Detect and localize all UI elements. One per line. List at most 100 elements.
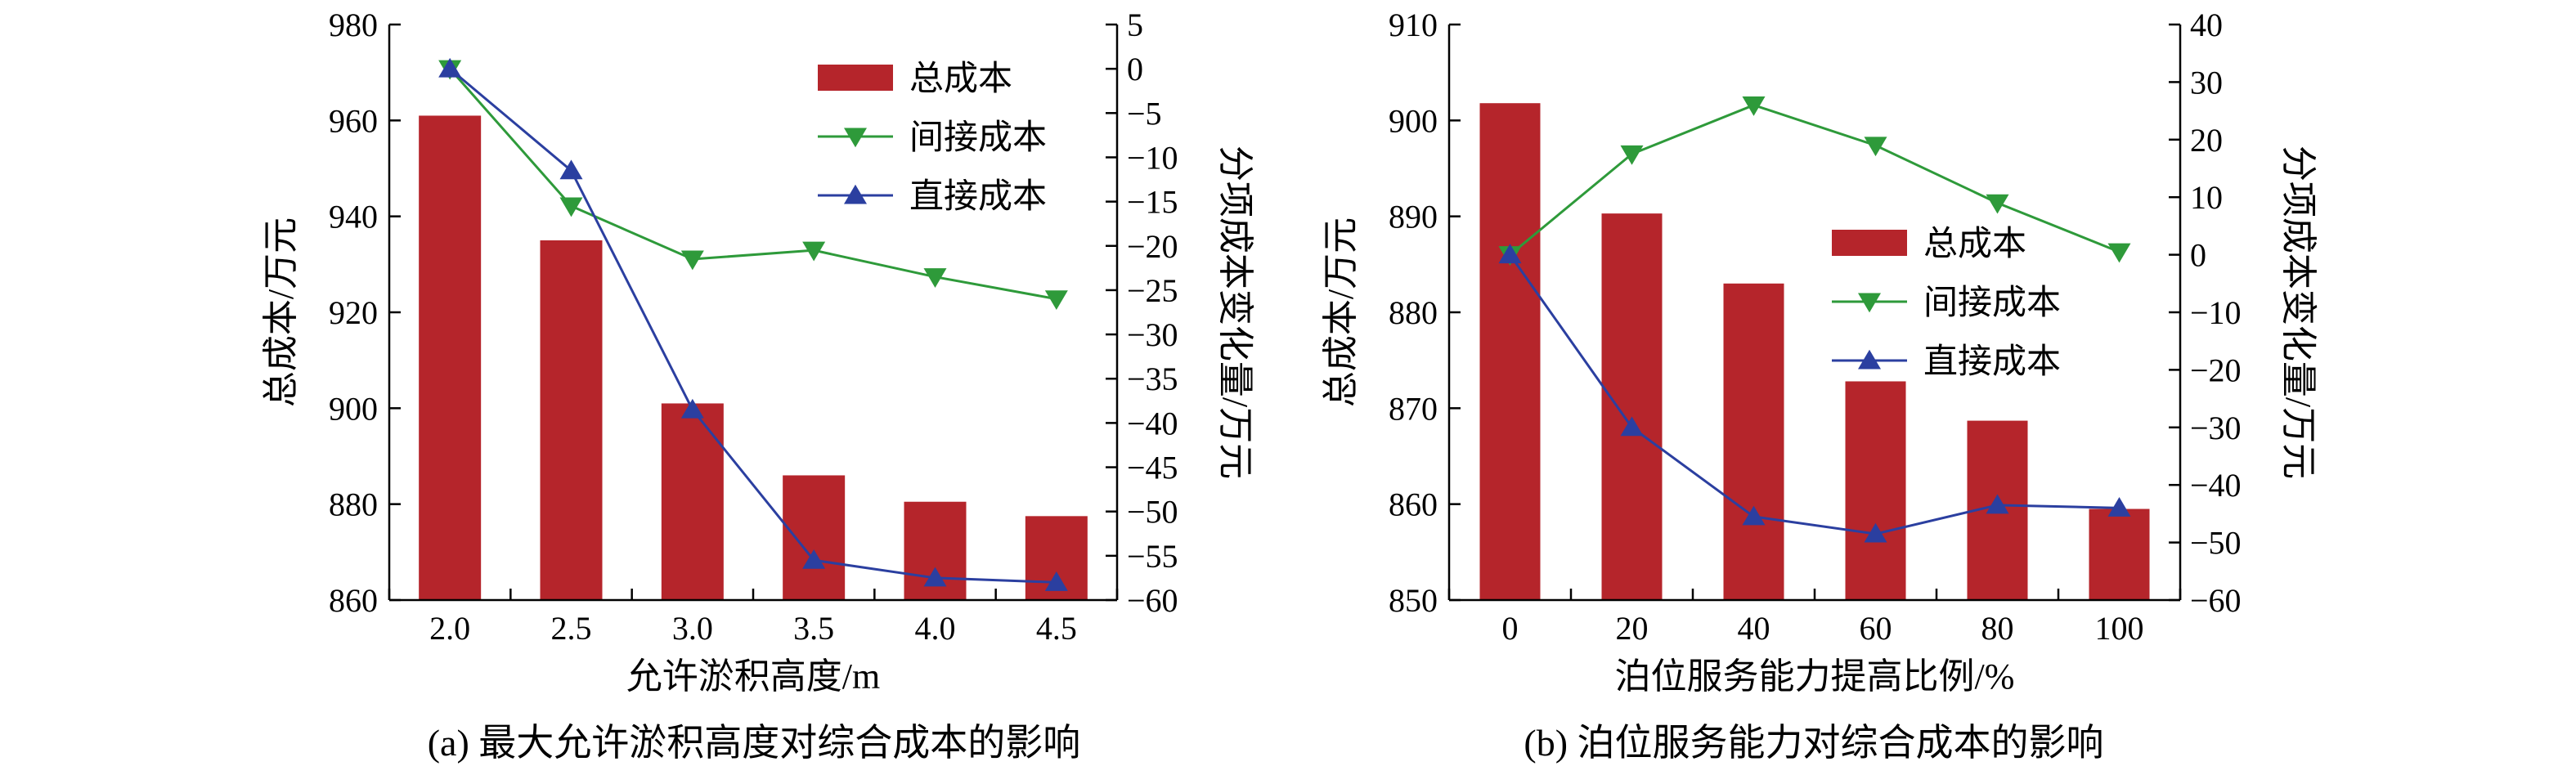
y-tick-label-left: 880: [329, 486, 378, 523]
line-direct-cost: [449, 68, 1057, 584]
y-tick-label-right: −45: [1127, 450, 1178, 486]
y-tick-label-left: 870: [1389, 390, 1438, 427]
y-axis-title-right: 分项成本变化量/万元: [1215, 146, 1255, 479]
point-indirect-cost: [1044, 290, 1068, 311]
x-tick-label: 80: [1981, 610, 2014, 647]
legend-label-direct-cost: 直接成本: [909, 178, 1047, 216]
y-tick-label-right: −55: [1127, 538, 1178, 575]
y-tick-label-right: −40: [2190, 467, 2242, 504]
legend-label-total-cost: 总成本: [909, 60, 1012, 98]
point-direct-cost: [1742, 505, 1766, 526]
y-tick-label-right: −50: [1127, 494, 1178, 531]
y-tick-label-right: −30: [1127, 316, 1178, 353]
y-tick-label-right: −30: [2190, 410, 2242, 446]
y-tick-label-right: −10: [2190, 294, 2242, 331]
y-tick-label-right: −5: [1127, 95, 1162, 132]
point-direct-cost: [802, 549, 826, 569]
y-tick-label-right: 5: [1127, 7, 1143, 43]
y-tick-label-right: −50: [2190, 525, 2242, 562]
point-direct-cost: [1044, 571, 1068, 591]
x-tick-label: 20: [1616, 610, 1649, 647]
legend-marker-indirect-cost: [844, 128, 867, 148]
y-tick-label-right: −20: [1127, 228, 1178, 265]
x-tick-label: 3.5: [793, 610, 834, 647]
y-tick-label-left: 850: [1389, 582, 1438, 619]
point-indirect-cost: [1620, 145, 1644, 165]
y-tick-label-right: 10: [2190, 179, 2223, 216]
point-indirect-cost: [802, 241, 826, 262]
point-direct-cost: [1986, 494, 2009, 514]
point-direct-cost: [1864, 522, 1887, 543]
y-tick-label-right: −20: [2190, 352, 2242, 388]
chart-caption: (b) 泊位服务能力对综合成本的影响: [1524, 722, 2103, 764]
point-direct-cost: [559, 159, 583, 180]
point-direct-cost: [680, 398, 704, 419]
line-indirect-cost: [1509, 103, 2120, 256]
x-tick-label: 2.5: [551, 610, 592, 647]
bar-total-cost: [661, 403, 724, 600]
x-tick-label: 3.0: [672, 610, 713, 647]
legend-label-direct-cost: 直接成本: [1923, 343, 2061, 381]
x-tick-label: 100: [2095, 610, 2144, 647]
bar-total-cost: [1601, 213, 1663, 600]
y-tick-label-left: 880: [1389, 294, 1438, 331]
bar-total-cost: [419, 115, 482, 600]
x-tick-label: 4.5: [1036, 610, 1077, 647]
y-axis-title-left: 总成本/万元: [261, 217, 301, 407]
x-tick-label: 0: [1502, 610, 1519, 647]
legend-marker-indirect-cost: [1858, 293, 1881, 313]
x-tick-label: 2.0: [429, 610, 470, 647]
point-indirect-cost: [680, 250, 704, 271]
y-axis-title-right: 分项成本变化量/万元: [2278, 146, 2318, 479]
y-tick-label-left: 960: [329, 102, 378, 139]
y-tick-label-left: 910: [1389, 7, 1438, 43]
x-tick-label: 60: [1860, 610, 1892, 647]
y-tick-label-right: −15: [1127, 184, 1178, 221]
legend-label-indirect-cost: 间接成本: [1923, 284, 2061, 322]
chart-panel-a: 860880900920940960980−60−55−50−45−40−35−…: [261, 7, 1255, 764]
bar-total-cost: [1723, 283, 1784, 600]
point-indirect-cost: [1986, 194, 2009, 214]
y-tick-label-right: −10: [1127, 139, 1178, 176]
chart-panel-b: 850 860 870 880 890 900 910 −60 −50 −40 −30 −20 −10 0…: [1321, 7, 2318, 764]
legend-marker-direct-cost: [1858, 349, 1881, 370]
y-tick-label-left: 860: [329, 582, 378, 619]
y-tick-label-left: 920: [329, 294, 378, 331]
legend-label-total-cost: 总成本: [1923, 226, 2026, 263]
legend-marker-direct-cost: [844, 184, 867, 204]
y-axis-title-left: 总成本/万元: [1321, 217, 1361, 407]
x-tick-label: 40: [1738, 610, 1770, 647]
y-tick-label-right: 40: [2190, 7, 2223, 43]
x-tick-label: 4.0: [915, 610, 956, 647]
y-tick-label-left: 900: [329, 390, 378, 427]
legend-swatch-total-cost: [818, 65, 893, 91]
y-tick-label-right: 0: [2190, 237, 2206, 274]
y-tick-label-right: 20: [2190, 122, 2223, 159]
bar-total-cost: [2089, 508, 2150, 600]
point-indirect-cost: [1864, 137, 1887, 157]
y-tick-label-right: 0: [1127, 51, 1143, 87]
y-tick-label-right: −60: [1127, 582, 1178, 619]
y-tick-label-left: 860: [1389, 486, 1438, 523]
y-tick-label-right: −35: [1127, 361, 1178, 397]
bar-total-cost: [1845, 381, 1906, 600]
y-tick-label-right: −60: [2190, 582, 2242, 619]
point-indirect-cost: [1742, 96, 1766, 116]
bar-total-cost: [540, 240, 603, 600]
line-indirect-cost: [449, 68, 1057, 301]
y-tick-label-left: 900: [1389, 102, 1438, 139]
y-tick-label-right: 30: [2190, 64, 2223, 101]
y-tick-label-left: 980: [329, 7, 378, 43]
y-tick-label-right: −40: [1127, 405, 1178, 441]
legend-swatch-total-cost: [1832, 230, 1907, 256]
point-direct-cost: [923, 567, 947, 587]
bar-total-cost: [783, 475, 846, 600]
y-tick-label-right: −25: [1127, 272, 1178, 309]
x-axis-title: 允许淤积高度/m: [626, 656, 880, 697]
point-direct-cost: [438, 57, 462, 78]
point-indirect-cost: [2107, 243, 2131, 263]
point-direct-cost: [1498, 244, 1522, 264]
bar-total-cost: [1479, 103, 1541, 601]
